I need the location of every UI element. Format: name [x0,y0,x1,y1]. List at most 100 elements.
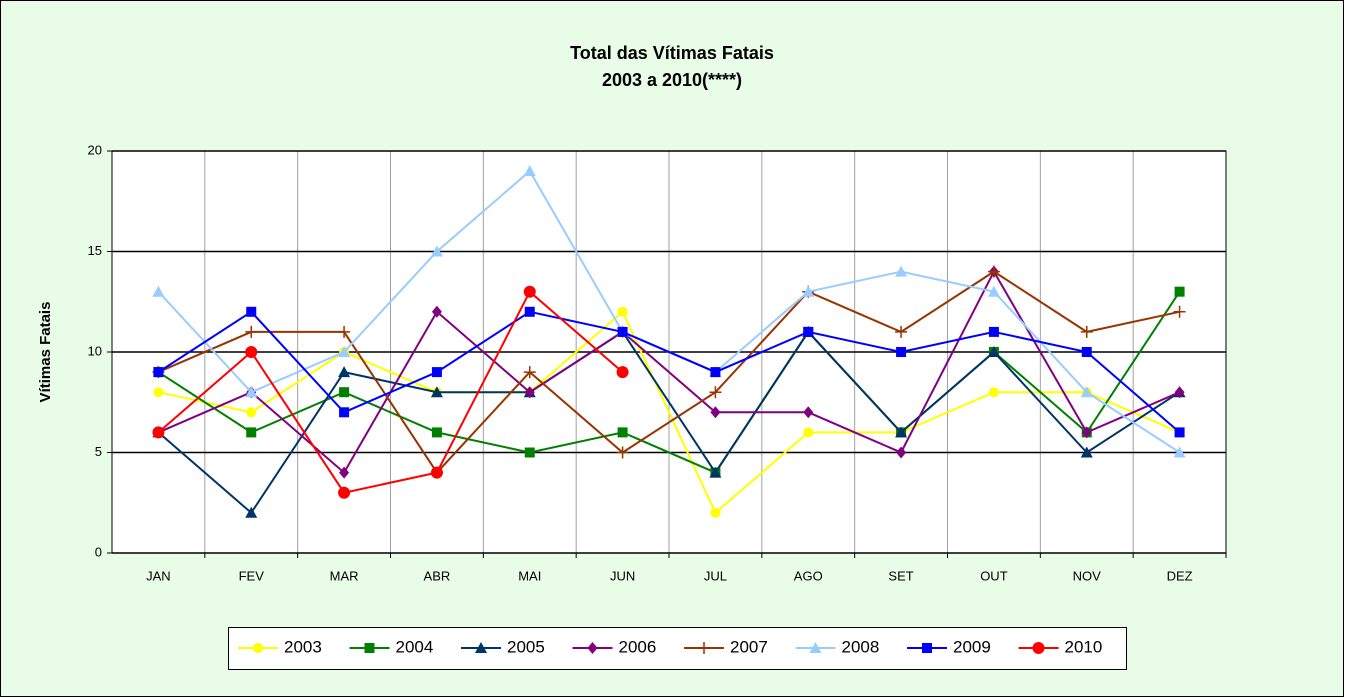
marker [710,367,721,378]
marker [895,426,908,438]
marker [523,366,536,379]
marker [339,387,350,398]
marker [245,346,258,358]
marker [710,507,721,518]
marker [710,406,721,419]
marker [987,265,1000,278]
legend-label: 2009 [953,637,991,656]
legend-label: 2005 [507,637,545,656]
x-tick-label: AGO [794,568,823,583]
marker [709,466,722,478]
x-tick-label: SET [888,568,913,583]
marker [803,427,814,438]
x-tick-label: JUL [704,568,727,583]
marker [524,306,535,317]
marker [430,386,443,398]
series-line [158,310,1180,515]
marker [524,386,535,399]
series-line [157,310,1181,434]
marker [922,643,932,653]
legend-label: 2008 [842,637,880,656]
marker [364,643,375,653]
marker [616,366,629,379]
marker [431,427,442,438]
marker [617,427,628,438]
marker [709,386,722,399]
marker [523,165,536,177]
series-line [158,269,1180,475]
marker [152,285,165,297]
marker [524,447,535,458]
marker [1173,446,1186,458]
marker [523,285,536,298]
marker [802,285,815,297]
marker [1174,286,1185,297]
x-tick-label: MAI [518,568,541,583]
marker [803,326,814,337]
y-tick-label: 5 [95,444,102,459]
x-tick-label: DEZ [1167,568,1193,583]
marker [1080,446,1093,458]
marker [246,306,257,317]
marker [430,466,443,479]
marker [1174,386,1185,399]
marker [475,642,487,653]
marker [587,642,598,654]
marker [339,466,350,479]
y-tick-label: 20 [88,142,102,157]
marker [895,325,908,338]
marker [895,265,908,277]
x-tick-label: OUT [980,568,1008,583]
y-axis-label: Vítimas Fatais [37,302,54,403]
marker [338,486,351,499]
marker [1173,305,1186,318]
marker [617,326,628,337]
x-tick-label: NOV [1073,568,1102,583]
marker [152,426,165,439]
marker [338,325,351,338]
marker [245,325,258,338]
x-tick-label: ABR [424,568,451,583]
legend-label: 2010 [1065,637,1103,656]
marker [153,367,164,378]
series-line [157,290,624,494]
y-tick-label: 10 [88,343,102,358]
marker [245,386,258,398]
marker [698,642,710,654]
marker [617,306,628,317]
x-tick-label: JAN [146,568,171,583]
marker [1081,347,1092,357]
legend-label: 2006 [619,637,657,656]
y-tick-label: 0 [95,544,102,559]
chart-subtitle: 2003 a 2010(****) [602,70,742,90]
legend-label: 2007 [730,637,768,656]
marker [988,326,999,337]
x-tick-label: JUN [610,568,635,583]
marker [246,427,257,438]
marker [1032,642,1045,654]
marker [809,642,822,653]
marker [338,346,351,357]
marker [253,643,263,653]
marker [246,407,257,418]
marker [1080,325,1093,338]
x-tick-label: MAR [330,568,359,583]
x-tick-label: FEV [239,568,265,583]
marker [338,366,351,378]
marker [616,446,629,459]
marker [987,346,1000,357]
legend-label: 2004 [396,637,434,656]
marker [987,285,1000,297]
marker [988,387,999,398]
marker [896,446,907,459]
series-line [158,270,1180,475]
marker [896,347,907,357]
marker [1081,426,1092,439]
marker [431,367,442,378]
legend-label: 2003 [284,637,322,656]
marker [431,305,442,318]
marker [245,506,258,518]
marker [803,406,814,419]
